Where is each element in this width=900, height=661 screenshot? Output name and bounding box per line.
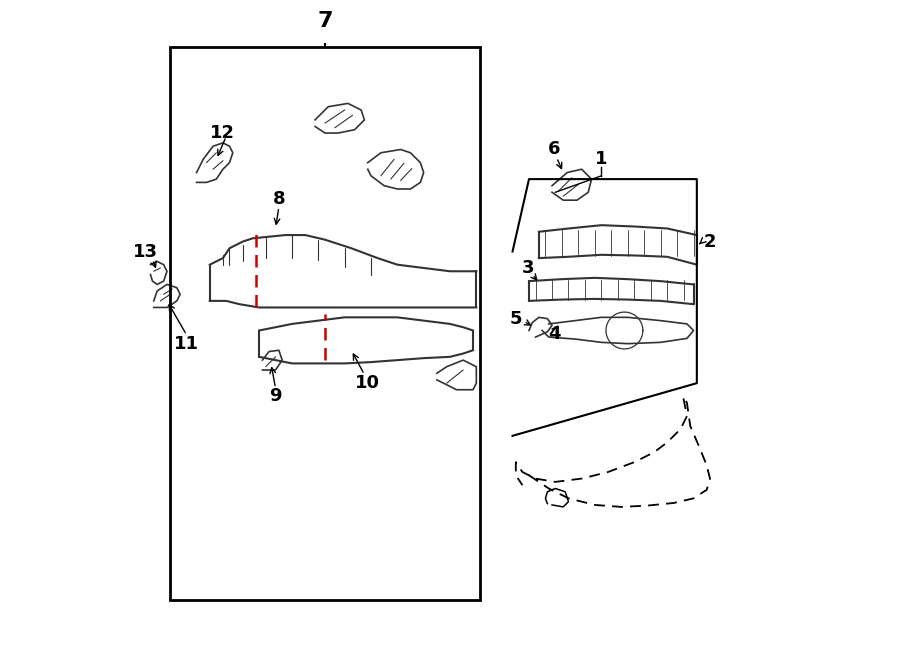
Bar (170, 48, 480, 600)
Text: 13: 13 (133, 243, 158, 260)
Text: 5: 5 (509, 309, 522, 328)
Text: 10: 10 (356, 374, 380, 392)
Text: 2: 2 (704, 233, 716, 251)
Text: 4: 4 (548, 325, 560, 343)
Text: 7: 7 (317, 11, 333, 31)
Text: 11: 11 (175, 334, 199, 353)
Text: 6: 6 (548, 141, 560, 159)
Text: 8: 8 (273, 190, 285, 208)
Text: 9: 9 (269, 387, 282, 405)
Text: 3: 3 (521, 259, 534, 277)
Text: 1: 1 (595, 150, 608, 169)
Text: 12: 12 (211, 124, 236, 142)
